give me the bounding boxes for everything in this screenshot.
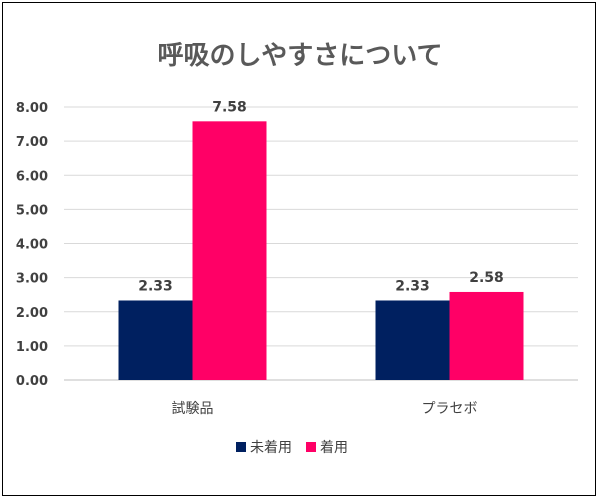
legend-entry: 着用: [320, 440, 348, 456]
bar: [118, 300, 193, 380]
data-label: 7.58: [212, 99, 247, 115]
data-label: 2.58: [469, 270, 504, 286]
y-tick-label: 3.00: [16, 272, 48, 287]
y-tick-label: 8.00: [16, 101, 48, 116]
category-labels: 試験品 プラセボ: [172, 401, 478, 417]
y-tick-label: 1.00: [16, 340, 48, 355]
y-tick-label: 4.00: [16, 238, 48, 253]
y-axis-ticks: 0.00 1.00 2.00 3.00 4.00 5.00 6.00 7.00 8.00: [16, 101, 48, 389]
bar: [375, 300, 450, 380]
y-tick-label: 7.00: [16, 135, 48, 150]
bar: [192, 121, 267, 381]
bars: [118, 121, 524, 381]
y-tick-label: 5.00: [16, 203, 48, 218]
legend-entry: 未着用: [250, 440, 292, 456]
legend: 未着用 着用: [236, 440, 348, 456]
legend-swatch: [236, 442, 246, 452]
category-label: プラセボ: [422, 401, 478, 417]
y-tick-label: 6.00: [16, 169, 48, 184]
chart-frame: [2, 2, 596, 496]
data-labels: 2.33 7.58 2.33 2.58: [138, 99, 504, 294]
y-tick-label: 0.00: [16, 374, 48, 389]
legend-swatch: [306, 442, 316, 452]
data-label: 2.33: [138, 278, 173, 294]
category-label: 試験品: [172, 401, 214, 417]
data-label: 2.33: [395, 278, 430, 294]
y-tick-label: 2.00: [16, 306, 48, 321]
bar: [449, 291, 524, 380]
chart-title: 呼吸のしやすさについて: [158, 41, 443, 71]
